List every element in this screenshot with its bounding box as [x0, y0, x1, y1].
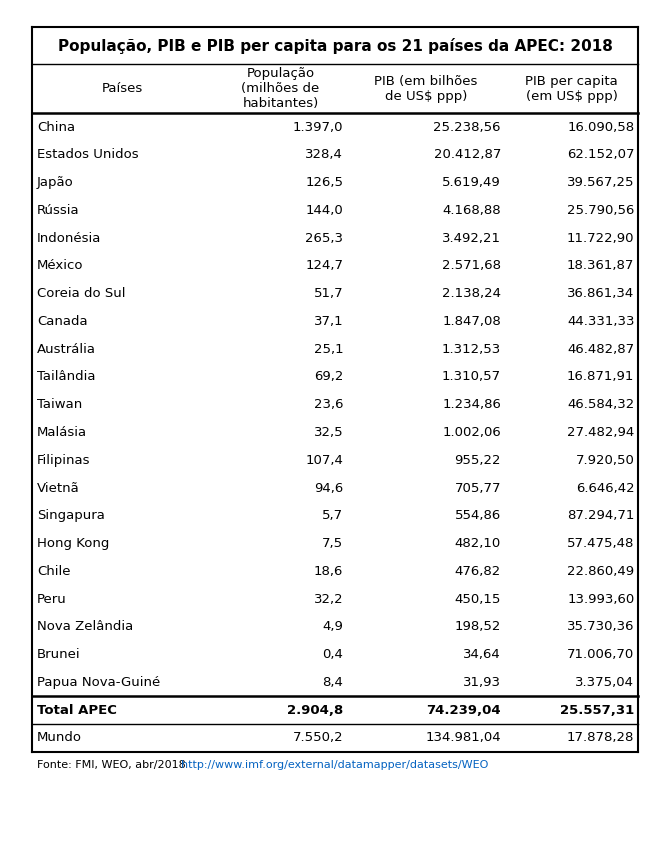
Text: 74.239,04: 74.239,04 — [426, 704, 501, 717]
Text: http://www.imf.org/external/datamapper/datasets/WEO: http://www.imf.org/external/datamapper/d… — [181, 760, 488, 770]
Text: População
(milhões de
habitantes): População (milhões de habitantes) — [241, 68, 320, 111]
Text: 25.557,31: 25.557,31 — [560, 704, 634, 717]
Text: 955,22: 955,22 — [454, 454, 501, 467]
Text: 7.550,2: 7.550,2 — [293, 732, 343, 744]
Text: 0,4: 0,4 — [322, 648, 343, 661]
Text: 265,3: 265,3 — [306, 232, 343, 245]
Text: Rússia: Rússia — [37, 204, 80, 217]
Text: Hong Kong: Hong Kong — [37, 537, 109, 550]
Text: 32,5: 32,5 — [314, 426, 343, 439]
Text: 32,2: 32,2 — [314, 592, 343, 606]
Text: 69,2: 69,2 — [314, 371, 343, 383]
Text: 35.730,36: 35.730,36 — [567, 620, 634, 633]
Text: 554,86: 554,86 — [455, 509, 501, 522]
Text: 25,1: 25,1 — [314, 343, 343, 355]
Text: 1.312,53: 1.312,53 — [442, 343, 501, 355]
Text: Chile: Chile — [37, 565, 70, 578]
Text: 144,0: 144,0 — [306, 204, 343, 217]
Text: México: México — [37, 259, 83, 273]
Text: Mundo: Mundo — [37, 732, 82, 744]
Text: PIB (em bilhões
de US$ ppp): PIB (em bilhões de US$ ppp) — [375, 75, 478, 103]
Text: 4,9: 4,9 — [322, 620, 343, 633]
Text: 18.361,87: 18.361,87 — [567, 259, 634, 273]
Text: 22.860,49: 22.860,49 — [567, 565, 634, 578]
Text: 8,4: 8,4 — [322, 676, 343, 689]
Text: 5.619,49: 5.619,49 — [442, 176, 501, 189]
Text: População, PIB e PIB per capita para os 21 países da APEC: 2018: População, PIB e PIB per capita para os … — [58, 37, 612, 53]
Text: 134.981,04: 134.981,04 — [425, 732, 501, 744]
Text: 5,7: 5,7 — [322, 509, 343, 522]
Text: 62.152,07: 62.152,07 — [567, 149, 634, 161]
Text: 3.492,21: 3.492,21 — [442, 232, 501, 245]
Text: 94,6: 94,6 — [314, 482, 343, 495]
Text: 31,93: 31,93 — [463, 676, 501, 689]
Text: Austrália: Austrália — [37, 343, 96, 355]
Text: 107,4: 107,4 — [306, 454, 343, 467]
Text: 39.567,25: 39.567,25 — [567, 176, 634, 189]
Text: Nova Zelândia: Nova Zelândia — [37, 620, 133, 633]
Text: 1.847,08: 1.847,08 — [442, 315, 501, 328]
Text: 1.397,0: 1.397,0 — [293, 121, 343, 133]
Text: 36.861,34: 36.861,34 — [567, 287, 634, 300]
Text: Japão: Japão — [37, 176, 74, 189]
Text: 328,4: 328,4 — [306, 149, 343, 161]
Text: 1.234,86: 1.234,86 — [442, 398, 501, 411]
Text: 482,10: 482,10 — [455, 537, 501, 550]
Text: Estados Unidos: Estados Unidos — [37, 149, 139, 161]
Text: 71.006,70: 71.006,70 — [567, 648, 634, 661]
Text: 13.993,60: 13.993,60 — [567, 592, 634, 606]
Text: 2.138,24: 2.138,24 — [442, 287, 501, 300]
Text: 57.475,48: 57.475,48 — [567, 537, 634, 550]
Text: 7.920,50: 7.920,50 — [576, 454, 634, 467]
Text: 25.790,56: 25.790,56 — [567, 204, 634, 217]
Text: 44.331,33: 44.331,33 — [567, 315, 634, 328]
Text: 198,52: 198,52 — [455, 620, 501, 633]
Text: 34,64: 34,64 — [463, 648, 501, 661]
Text: 705,77: 705,77 — [454, 482, 501, 495]
Text: Filipinas: Filipinas — [37, 454, 90, 467]
Text: Países: Países — [102, 83, 143, 95]
Text: 20.412,87: 20.412,87 — [433, 149, 501, 161]
Text: 126,5: 126,5 — [306, 176, 343, 189]
Text: Indonésia: Indonésia — [37, 232, 101, 245]
Text: Taiwan: Taiwan — [37, 398, 82, 411]
Text: Total APEC: Total APEC — [37, 704, 117, 717]
Text: 16.871,91: 16.871,91 — [567, 371, 634, 383]
Text: 18,6: 18,6 — [314, 565, 343, 578]
Text: Vietnã: Vietnã — [37, 482, 80, 495]
Text: 7,5: 7,5 — [322, 537, 343, 550]
Text: 4.168,88: 4.168,88 — [442, 204, 501, 217]
Text: 11.722,90: 11.722,90 — [567, 232, 634, 245]
Text: Papua Nova-Guiné: Papua Nova-Guiné — [37, 676, 160, 689]
Text: 51,7: 51,7 — [314, 287, 343, 300]
Text: 23,6: 23,6 — [314, 398, 343, 411]
Text: Peru: Peru — [37, 592, 66, 606]
Text: 17.878,28: 17.878,28 — [567, 732, 634, 744]
Text: PIB per capita
(em US$ ppp): PIB per capita (em US$ ppp) — [525, 75, 618, 103]
Text: 450,15: 450,15 — [455, 592, 501, 606]
Text: 1.310,57: 1.310,57 — [442, 371, 501, 383]
Text: 476,82: 476,82 — [455, 565, 501, 578]
Text: 46.584,32: 46.584,32 — [567, 398, 634, 411]
Text: 3.375,04: 3.375,04 — [576, 676, 634, 689]
Text: 6.646,42: 6.646,42 — [576, 482, 634, 495]
Text: 37,1: 37,1 — [314, 315, 343, 328]
Text: 124,7: 124,7 — [306, 259, 343, 273]
Text: 46.482,87: 46.482,87 — [567, 343, 634, 355]
Text: Tailândia: Tailândia — [37, 371, 95, 383]
Text: 87.294,71: 87.294,71 — [567, 509, 634, 522]
Text: Fonte: FMI, WEO, abr/2018: Fonte: FMI, WEO, abr/2018 — [37, 760, 189, 770]
Text: 27.482,94: 27.482,94 — [567, 426, 634, 439]
Text: Canada: Canada — [37, 315, 88, 328]
Text: 1.002,06: 1.002,06 — [442, 426, 501, 439]
Text: Coreia do Sul: Coreia do Sul — [37, 287, 125, 300]
Text: 25.238,56: 25.238,56 — [433, 121, 501, 133]
Text: China: China — [37, 121, 75, 133]
Text: Brunei: Brunei — [37, 648, 80, 661]
Text: 2.571,68: 2.571,68 — [442, 259, 501, 273]
Text: Singapura: Singapura — [37, 509, 105, 522]
Text: Malásia: Malásia — [37, 426, 87, 439]
Text: 16.090,58: 16.090,58 — [567, 121, 634, 133]
Text: 2.904,8: 2.904,8 — [287, 704, 343, 717]
